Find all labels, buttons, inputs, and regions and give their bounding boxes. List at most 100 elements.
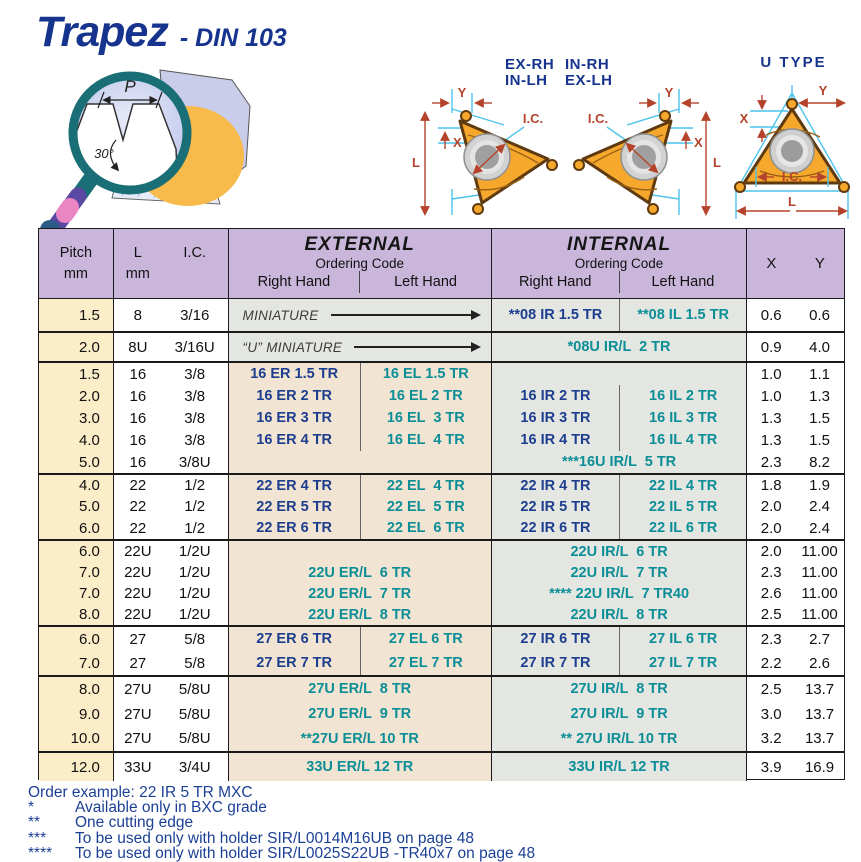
footnote-mark: * [28,799,35,817]
int-code-rh: 27 IR 6 TR [520,631,591,647]
svg-text:I.C.: I.C. [782,169,802,184]
l-ic-cell: 16 3/8 [113,407,229,429]
int-code-rh: 16 IR 4 TR [520,432,591,448]
ic-dimension: I.C. [755,167,829,187]
l-ic-cell: 27 5/8 [113,627,229,651]
y-value: 2.7 [809,630,830,648]
external-cell: **27U ER/L 10 TR [228,726,492,752]
x-value: 1.0 [760,365,782,383]
ext-code-lh: 22 EL 6 TR [359,517,491,539]
internal-cell: ***16U IR/L 5 TR [491,451,748,473]
table-row: 9.0 27U 5/8U 27U ER/L 9 TR 27U IR/L 9 TR 3.0 1… [39,701,844,727]
pitch-cell: 4.0 [39,429,114,451]
svg-text:I.C.: I.C. [523,111,543,126]
internal-label: INTERNAL [567,234,672,255]
row-group: 1.5 8 3/16 MINIATURE **08 IR 1.5 TR **08 IL 1… [39,299,844,331]
x-value: 3.9 [760,758,782,776]
svg-text:X: X [453,135,462,150]
l-value: 27 [129,654,147,672]
footnote-text: One cutting edge [75,814,194,832]
ext-code-lh: 16 EL 3 TR [359,407,491,429]
insert-diagram-u-type: U TYPE Y X I.C. [726,55,861,230]
x-value: 2.5 [760,680,782,698]
row-group: 4.0 22 1/2 22 ER 4 TR 22 EL 4 TR 22 IR 4 TR 22… [39,473,844,539]
diagram-b-label: IN-RH EX-LH [565,57,613,89]
table-row: 2.0 16 3/8 16 ER 2 TR 16 EL 2 TR 16 IR 2 TR 16… [39,385,844,407]
ext-code-rh: 16 ER 4 TR [256,432,333,448]
right-hand-label: Right Hand [518,274,592,290]
ic-value: 1/2U [178,564,211,581]
ext-code-rh: 16 ER 3 TR [256,410,333,426]
footnote-line: * Available only in BXC grade [28,799,748,817]
l-value: 22 [129,519,147,537]
page-title: Trapez - DIN 103 [36,8,287,57]
l-unit-label: mm [125,265,150,282]
pitch-cell: 9.0 [39,701,114,727]
x-value: 0.9 [760,338,782,356]
header-xy: X Y [747,229,844,298]
footnote-text: To be used only with holder SIR/L0025S22… [75,844,536,862]
int-code-lh: 27 IL 7 TR [619,651,746,675]
ext-code-lh: 27 EL 7 TR [359,651,491,675]
table-row: 7.0 22U 1/2U 22U ER/L 7 TR **** 22U IR/L 7 T… [39,583,844,604]
int-code-lh: 22 IL 4 TR [619,475,746,497]
footnote-mark: **** [28,844,53,862]
ic-value: 5/8 [184,654,206,672]
int-code-lh: 22 IL 5 TR [619,496,746,518]
pitch-cell: 12.0 [39,753,114,781]
internal-cell: **08 IR 1.5 TR **08 IL 1.5 TR [491,299,748,331]
ic-label: I.C. [183,244,206,261]
label-in-rh: IN-RH [565,56,610,73]
x-value: 2.6 [760,585,782,602]
y-dimension: Y [798,83,846,108]
l-value: 33U [124,758,152,776]
l-value: 22U [124,606,152,623]
internal-cell: 22 IR 6 TR 22 IL 6 TR [491,517,748,539]
x-value: 1.3 [760,409,782,427]
l-value: 16 [129,453,147,471]
table-body: 1.5 8 3/16 MINIATURE **08 IR 1.5 TR **08 IL 1… [39,299,844,781]
left-hand-label: Left Hand [618,271,747,293]
int-code-rh: 16 IR 3 TR [520,410,591,426]
header-l-ic: L mm I.C. [114,229,229,298]
l-value: 22 [129,498,147,516]
ic-dimension: I.C. [472,111,543,175]
int-code-rh: 22 IR 5 TR [520,498,591,515]
ic-value: 1/2 [184,519,206,537]
pitch-cell: 5.0 [39,496,114,518]
int-code-merged: 33U IR/L 12 TR [568,759,670,775]
ic-value: 1/2 [184,498,206,516]
ext-code-lh: 27 EL 6 TR [359,627,491,651]
table-row: 12.0 33U 3/4U 33U ER/L 12 TR 33U IR/L 12 TR 3… [39,753,844,781]
int-code-lh: 27 IL 6 TR [619,627,746,651]
row-group: 1.5 16 3/8 16 ER 1.5 TR 16 EL 1.5 TR 1.0 1.1 2.… [39,361,844,473]
l-ic-cell: 22 1/2 [113,475,229,497]
internal-cell: 22U IR/L 6 TR [491,541,748,562]
ext-code-rh [229,451,360,473]
y-value: 16.9 [804,758,835,776]
x-dimension: X [740,95,767,142]
x-value: 0.6 [760,306,782,324]
svg-text:Y: Y [458,85,467,100]
table-row: 1.5 8 3/16 MINIATURE **08 IR 1.5 TR **08 IL 1… [39,299,844,331]
insert-diagram-ex-rh: EX-RH IN-LH I.C. Y X [408,55,570,225]
miniature-arrow [354,342,481,351]
internal-cell: 27 IR 7 TR 27 IL 7 TR [491,651,748,675]
l-ic-cell: 22U 1/2U [113,541,229,562]
l-value: 22U [124,564,152,581]
left-hand-label: Left Hand [359,271,491,293]
table-row: 8.0 22U 1/2U 22U ER/L 8 TR 22U IR/L 8 TR 2.5 1… [39,604,844,625]
svg-text:X: X [740,111,749,126]
ext-code-merged: 27U ER/L 8 TR [308,681,412,698]
x-value: 1.0 [760,387,782,405]
ext-code-rh: 27 ER 6 TR [256,631,333,647]
title-sub: - DIN 103 [179,24,287,52]
internal-cell [491,363,748,385]
angle-label: 30° [94,146,114,161]
internal-cell: 33U IR/L 12 TR [491,753,748,781]
pitch-cell: 8.0 [39,604,114,625]
ext-code-rh: 27 ER 7 TR [256,655,333,671]
pitch-cell: 6.0 [39,541,114,562]
ext-code-rh: 22 ER 5 TR [256,498,333,515]
table-row: 6.0 22U 1/2U 22U IR/L 6 TR 2.0 11.00 [39,541,844,562]
